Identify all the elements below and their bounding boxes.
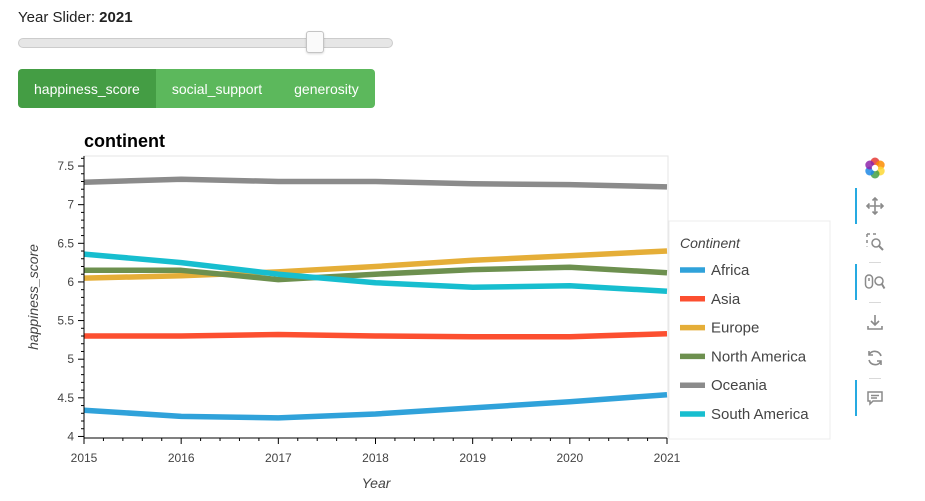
box-zoom-icon[interactable]: [863, 230, 887, 254]
year-slider-handle[interactable]: [306, 31, 325, 53]
chart-title: continent: [84, 131, 165, 151]
series-line-europe[interactable]: [83, 248, 668, 281]
plot-area[interactable]: [83, 155, 669, 439]
slider-value: 2021: [99, 9, 133, 26]
metric-tabs: happiness_score social_support generosit…: [18, 69, 375, 108]
legend-items: Africa Asia Europe North America Oceania Sout…: [680, 262, 809, 423]
legend-label[interactable]: Africa: [711, 262, 750, 279]
legend-label[interactable]: Asia: [711, 291, 741, 308]
wheel-zoom-icon[interactable]: [863, 270, 887, 294]
y-tick-label: 7.5: [57, 159, 74, 173]
legend-label[interactable]: Europe: [711, 320, 759, 337]
tab-generosity[interactable]: generosity: [278, 69, 375, 108]
series-line-south-america[interactable]: [83, 251, 668, 294]
y-axis-label: happiness_score: [25, 244, 41, 350]
pan-icon[interactable]: [863, 194, 887, 218]
tab-happiness-score[interactable]: happiness_score: [18, 69, 156, 108]
y-tick-label: 5: [67, 352, 74, 366]
save-icon[interactable]: [863, 310, 887, 334]
x-axis-label: Year: [362, 475, 392, 491]
hover-active-indicator: [855, 380, 857, 416]
toolbar-separator: [869, 378, 881, 379]
axis-layer: 4 4.5 5 5.5 6 6.5 7 7.5 2015 2016 2017 2018 2019 2020…: [57, 156, 681, 465]
legend: Continent Africa Asia Europe North America O…: [668, 220, 831, 440]
tab-social-support[interactable]: social_support: [155, 69, 279, 108]
reset-icon[interactable]: [863, 346, 887, 370]
bokeh-logo-icon[interactable]: [863, 156, 887, 180]
y-tick-label: 4.5: [57, 391, 74, 405]
x-tick-label: 2018: [362, 451, 389, 465]
toolbar-separator: [869, 262, 881, 263]
series-line-north-america[interactable]: [84, 264, 668, 283]
y-tick-label: 6.5: [57, 236, 74, 250]
legend-label[interactable]: South America: [711, 406, 809, 423]
series-layer: [83, 176, 668, 421]
x-tick-label: 2020: [556, 451, 583, 465]
y-tick-label: 6: [67, 275, 74, 289]
series-line-asia[interactable]: [84, 330, 668, 340]
x-tick-label: 2019: [459, 451, 486, 465]
x-tick-label: 2015: [71, 451, 98, 465]
legend-title: Continent: [680, 235, 741, 251]
legend-label[interactable]: North America: [711, 348, 807, 365]
y-tick-label: 7: [67, 198, 74, 212]
hover-icon[interactable]: [863, 386, 887, 410]
y-tick-label: 5.5: [57, 314, 74, 328]
series-line-africa[interactable]: [83, 391, 668, 421]
toolbar-separator: [869, 302, 881, 303]
y-tick-label: 4: [67, 429, 74, 443]
year-slider-track[interactable]: [18, 38, 393, 48]
wheel-zoom-active-indicator: [855, 264, 857, 300]
x-tick-label: 2021: [654, 451, 681, 465]
x-tick-label: 2016: [168, 451, 195, 465]
pan-active-indicator: [855, 188, 857, 224]
x-tick-label: 2017: [265, 451, 292, 465]
slider-label: Year Slider: 2021: [18, 9, 133, 26]
slider-label-text: Year Slider:: [18, 9, 100, 26]
legend-label[interactable]: Oceania: [711, 377, 768, 394]
series-line-oceania[interactable]: [83, 176, 668, 190]
